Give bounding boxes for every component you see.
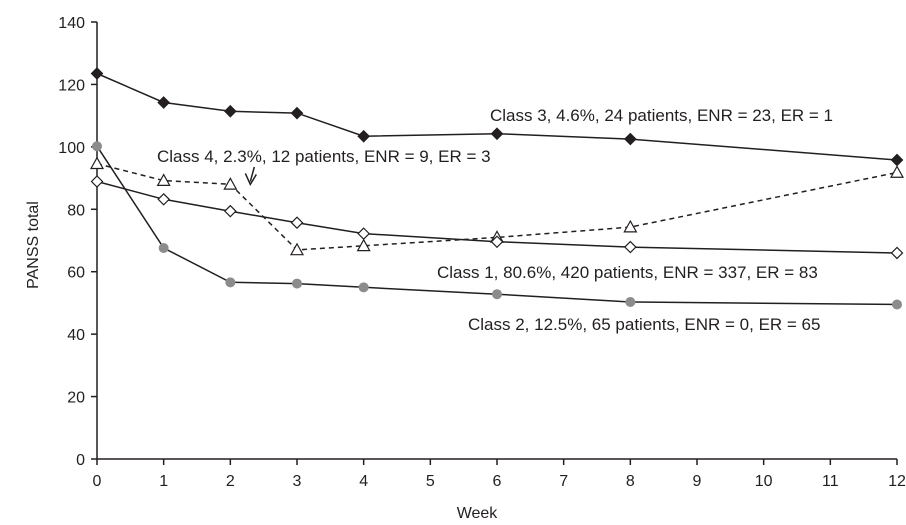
x-tick-label: 0 [93,473,102,490]
data-point [223,204,237,218]
x-tick-label: 1 [159,473,168,490]
y-tick-label: 60 [67,265,85,282]
series-line [96,162,898,251]
annotation-class-3: Class 3, 4.6%, 24 patients, ENR = 23, ER… [490,106,833,125]
data-point [290,216,304,230]
data-point [623,132,637,146]
x-tick-label: 9 [693,473,702,490]
x-tick-label: 3 [293,473,302,490]
x-tick-label: 10 [755,473,773,490]
data-point [290,106,304,120]
data-point [623,240,637,254]
annotation-arrow-line [249,166,256,182]
data-point [90,175,104,188]
data-point [289,242,305,256]
series-1 [90,67,904,167]
y-tick-label: 40 [67,327,85,344]
x-tick-label: 12 [888,473,906,490]
annotation-layer: Class 3, 4.6%, 24 patients, ENR = 23, ER… [157,106,833,334]
data-point [92,141,102,152]
data-point [890,246,904,260]
y-tick-label: 80 [67,202,85,219]
annotation-class-1: Class 1, 80.6%, 420 patients, ENR = 337,… [437,263,818,282]
data-point [892,299,902,310]
data-point [223,177,238,190]
series-4 [92,141,902,310]
x-tick-label: 11 [822,473,839,490]
y-tick-label: 20 [67,390,85,407]
x-tick-label: 6 [493,473,502,490]
x-tick-label: 8 [626,473,635,490]
data-point [157,96,171,109]
data-point [225,277,236,288]
data-point [357,129,371,143]
data-point [157,192,171,206]
data-point [292,278,302,289]
data-point [492,289,502,300]
data-point [623,219,638,233]
y-axis-label: PANSS total [25,201,42,289]
y-tick-label: 100 [58,140,85,157]
data-point [889,165,905,178]
y-tick-label: 120 [58,77,85,94]
annotation-class-4: Class 4, 2.3%, 12 patients, ENR = 9, ER … [157,147,491,166]
series-line [96,145,898,306]
data-point [356,238,371,252]
series-line [96,180,898,254]
x-tick-label: 7 [559,473,568,490]
data-point [223,104,237,118]
x-axis-label: Week [457,505,499,522]
data-point [90,67,104,80]
data-point [490,235,504,249]
series-2 [89,156,905,256]
y-tick-label: 140 [58,15,85,32]
series-3 [90,175,904,260]
x-tick-label: 5 [426,473,435,490]
data-point [357,227,371,240]
annotation-class-2: Class 2, 12.5%, 65 patients, ENR = 0, ER… [468,315,820,334]
series-layer [89,67,905,310]
x-tick-label: 4 [359,473,368,490]
data-point [625,296,636,307]
annotation-arrow-head [244,173,257,187]
data-point [158,242,169,253]
y-tick-label: 0 [76,452,85,469]
data-point [890,153,904,167]
data-point [89,156,105,170]
series-line [96,72,898,161]
x-tick-label: 2 [226,473,235,490]
data-point [490,127,504,141]
data-point [156,173,171,186]
data-point [358,282,369,293]
